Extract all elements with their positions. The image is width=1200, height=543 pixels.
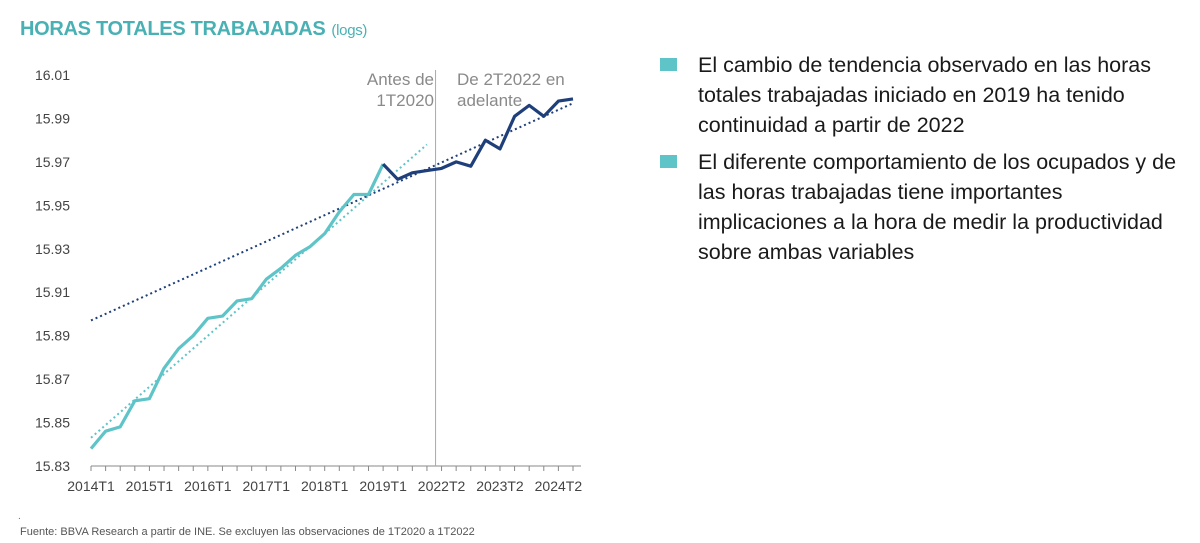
footnote-mark: . xyxy=(18,511,21,522)
bullet-item: El diferente comportamiento de los ocupa… xyxy=(660,147,1195,267)
x-tick-label: 2023T2 xyxy=(476,478,524,494)
line-chart: 16.01 15.99 15.97 15.95 15.93 15.91 15.89 15.87… xyxy=(35,67,582,494)
x-tick-label: 2018T1 xyxy=(301,478,349,494)
chart-title-text: HORAS TOTALES TRABAJADAS xyxy=(20,18,326,40)
y-tick-label: 15.93 xyxy=(35,241,70,257)
trend-lines xyxy=(90,102,574,439)
x-tick-label: 2017T1 xyxy=(243,478,291,494)
y-tick-label: 15.87 xyxy=(35,371,70,387)
chart-axes xyxy=(90,465,581,471)
chart-title: HORAS TOTALES TRABAJADAS (logs) xyxy=(20,18,367,41)
y-tick-label: 15.99 xyxy=(35,110,70,126)
bullet-text: El diferente comportamiento de los ocupa… xyxy=(698,150,1177,264)
chart-title-unit: (logs) xyxy=(331,22,368,39)
data-series xyxy=(89,97,574,450)
y-tick-label: 15.89 xyxy=(35,328,70,344)
x-tick-label: 2019T1 xyxy=(359,478,407,494)
y-tick-label: 15.85 xyxy=(35,415,70,431)
bullet-text: El cambio de tendencia observado en las … xyxy=(698,53,1151,137)
x-tick-label: 2015T1 xyxy=(126,478,174,494)
y-tick-label: 15.95 xyxy=(35,197,70,213)
x-tick-label: 2022T2 xyxy=(418,478,466,494)
annotation-before: Antes de 1T2020 xyxy=(367,70,434,110)
x-tick-label: 2016T1 xyxy=(184,478,232,494)
trend-line-before xyxy=(90,143,428,439)
bullet-list: El cambio de tendencia observado en las … xyxy=(660,50,1195,274)
x-axis-ticks: 2014T1 2015T1 2016T1 2017T1 2018T1 2019T1 2022… xyxy=(67,478,582,494)
source-note: Fuente: BBVA Research a partir de INE. S… xyxy=(20,526,475,538)
series-line-before xyxy=(89,163,385,450)
square-bullet-icon xyxy=(660,155,677,168)
y-tick-label: 16.01 xyxy=(35,67,70,83)
y-tick-label: 15.83 xyxy=(35,458,70,474)
annotation-after: De 2T2022 en adelante xyxy=(457,70,565,110)
series-line-after xyxy=(381,97,574,181)
x-tick-label: 2014T1 xyxy=(67,478,115,494)
annotations: Antes de 1T2020 De 2T2022 en adelante xyxy=(367,70,565,110)
y-tick-label: 15.97 xyxy=(35,154,70,170)
y-tick-label: 15.91 xyxy=(35,284,70,300)
x-tick-label: 2024T2 xyxy=(535,478,583,494)
trend-line-after xyxy=(90,102,574,322)
y-axis-ticks: 16.01 15.99 15.97 15.95 15.93 15.91 15.89 15.87… xyxy=(35,67,70,474)
bullet-item: El cambio de tendencia observado en las … xyxy=(660,50,1195,140)
square-bullet-icon xyxy=(660,58,677,71)
